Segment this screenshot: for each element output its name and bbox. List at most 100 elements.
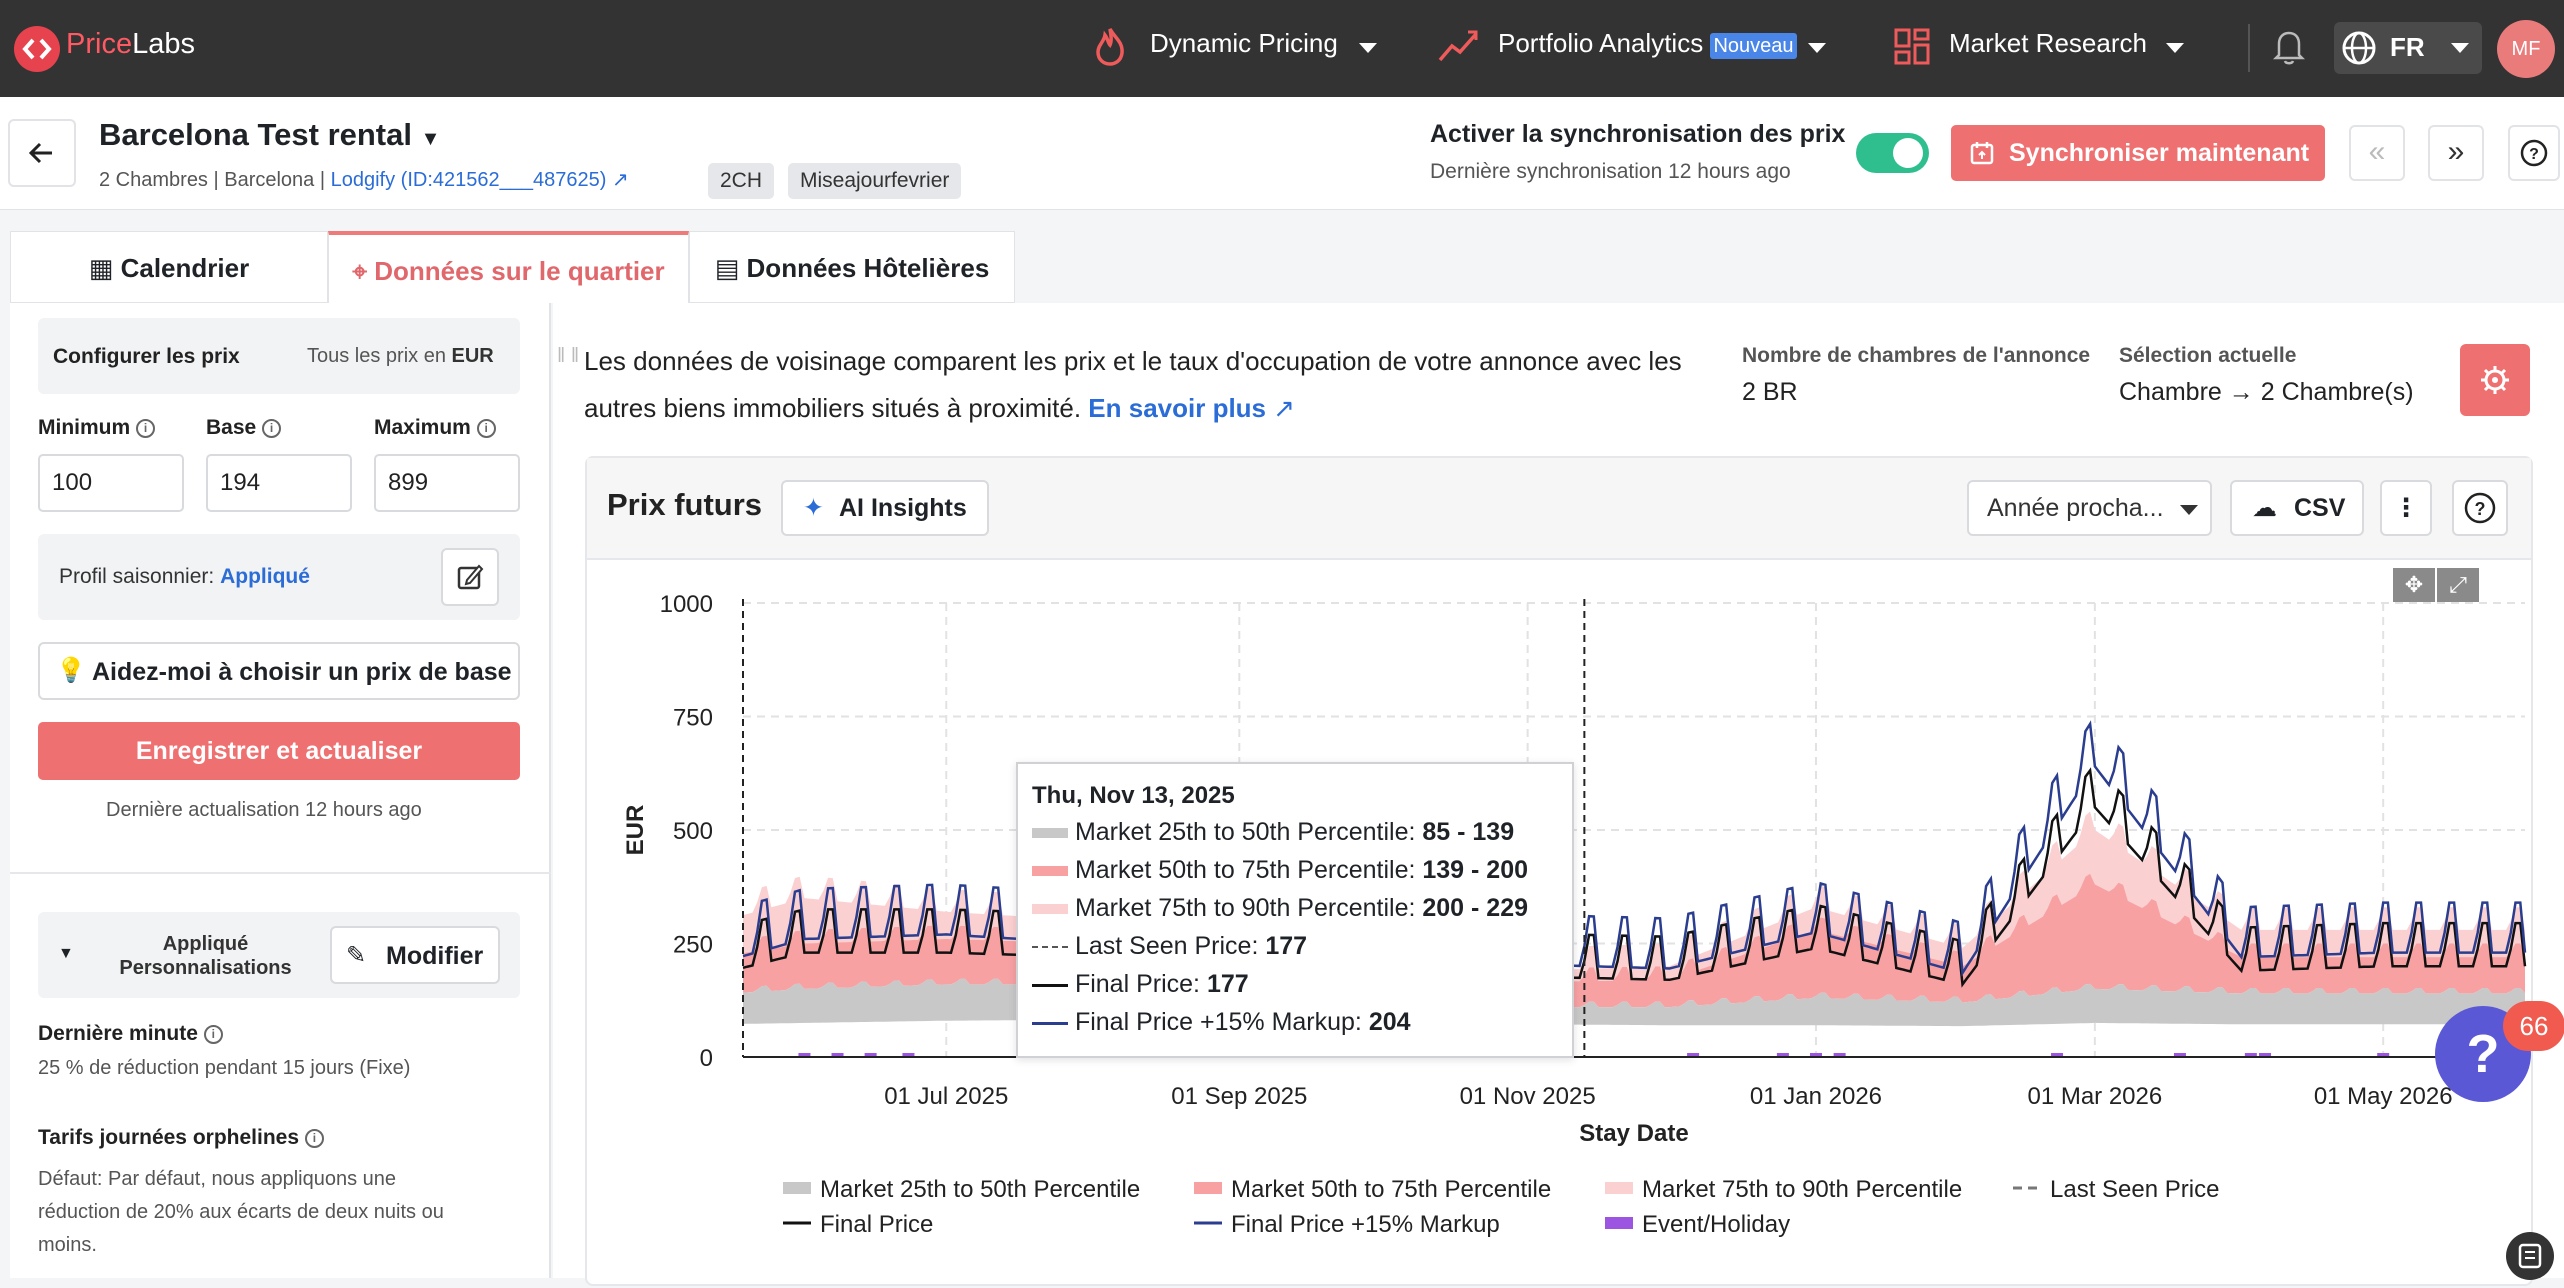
x-axis-label: Stay Date — [1579, 1120, 1688, 1147]
event-marker[interactable] — [902, 1053, 915, 1057]
info-icon[interactable]: i — [304, 1128, 324, 1148]
svg-text:?: ? — [2529, 146, 2539, 163]
feedback-icon[interactable] — [2506, 1232, 2554, 1280]
next-listing-button[interactable]: » — [2428, 125, 2484, 181]
listing-tag[interactable]: 2CH — [708, 163, 775, 199]
avatar[interactable]: MF — [2497, 20, 2555, 78]
orphan-days-title: Tarifs journées orphelines i — [38, 1126, 324, 1150]
settings-button[interactable] — [2460, 344, 2530, 416]
event-marker[interactable] — [2377, 1053, 2390, 1057]
back-button[interactable] — [8, 119, 76, 187]
expand-icon[interactable]: ⤢ — [2449, 572, 2467, 597]
lightbulb-icon: 💡 — [56, 657, 86, 684]
legend-label[interactable]: Market 75th to 90th Percentile — [1642, 1176, 1962, 1203]
event-marker[interactable] — [831, 1053, 844, 1057]
brand-name[interactable]: PriceLabs — [66, 28, 195, 60]
legend-label[interactable]: Final Price +15% Markup — [1231, 1211, 1500, 1238]
period-select[interactable]: Année procha... — [1967, 480, 2212, 536]
tab-neighborhood[interactable]: ⌖ Données sur le quartier — [328, 231, 689, 303]
seasonal-profile-link[interactable]: Appliqué — [220, 565, 310, 588]
y-axis-label: EUR — [622, 805, 649, 856]
legend-label[interactable]: Market 25th to 50th Percentile — [820, 1176, 1140, 1203]
csv-download-button[interactable]: ☁ CSV — [2230, 480, 2364, 536]
legend-label[interactable]: Last Seen Price — [2050, 1176, 2219, 1203]
external-link-icon[interactable]: ↗ — [611, 169, 629, 191]
chart-help-button[interactable]: ? — [2452, 480, 2508, 536]
nav-market-research[interactable]: Market Research — [1949, 28, 2147, 58]
modify-button[interactable]: ✎ Modifier — [330, 926, 500, 984]
y-tick-label: 750 — [673, 705, 713, 732]
external-link-icon[interactable]: ↗ — [1273, 393, 1296, 423]
caret-down-icon[interactable]: ▼ — [58, 945, 74, 962]
bell-icon[interactable] — [2271, 27, 2307, 72]
chart-toolbar: ✥ ⤢ — [2393, 568, 2479, 602]
rooms-count-value: 2 BR — [1742, 378, 1798, 406]
minimum-label: Minimum i — [38, 416, 156, 440]
legend-label[interactable]: Final Price — [820, 1211, 933, 1238]
nav-dynamic-pricing[interactable]: Dynamic Pricing — [1150, 28, 1338, 58]
event-marker[interactable] — [798, 1053, 811, 1057]
event-marker[interactable] — [1687, 1053, 1700, 1057]
info-icon[interactable]: i — [203, 1024, 223, 1044]
listing-source-link[interactable]: Lodgify (ID:421562___487625) — [330, 169, 607, 191]
info-icon[interactable]: i — [476, 418, 496, 438]
chevron-down-icon[interactable] — [1808, 43, 1826, 53]
maximum-price-input[interactable]: 899 — [374, 454, 520, 512]
customizations-label: Appliqué Personnalisations — [119, 933, 292, 979]
event-marker[interactable] — [864, 1053, 877, 1057]
info-icon[interactable]: i — [262, 418, 282, 438]
base-price-input[interactable]: 194 — [206, 454, 352, 512]
neighborhood-description: Les données de voisinage comparent les p… — [584, 346, 1682, 423]
pan-icon[interactable]: ✥ — [2405, 572, 2423, 597]
question-icon: ? — [2520, 139, 2548, 167]
event-marker[interactable] — [2259, 1053, 2272, 1057]
pricelabs-logo-icon[interactable] — [14, 26, 60, 72]
building-icon: ▤ — [714, 253, 740, 283]
help-base-price-button[interactable]: 💡 Aidez-moi à choisir un prix de base — [38, 642, 520, 700]
tooltip-row: Last Seen Price: 177 — [1032, 932, 1307, 961]
event-marker[interactable] — [1776, 1053, 1789, 1057]
toggle-knob — [1893, 138, 1923, 168]
event-marker[interactable] — [2173, 1053, 2186, 1057]
edit-profile-button[interactable] — [441, 548, 499, 606]
nav-portfolio-analytics[interactable]: Portfolio Analytics Nouveau — [1498, 28, 1797, 59]
currency-note: Tous les prix en EUR — [307, 345, 494, 367]
x-tick-label: 01 Sep 2025 — [1171, 1083, 1307, 1110]
chevron-down-icon[interactable] — [2451, 43, 2469, 53]
minimum-price-input[interactable]: 100 — [38, 454, 184, 512]
previous-listing-button[interactable]: « — [2349, 125, 2405, 181]
tooltip-row: Market 75th to 90th Percentile: 200 - 22… — [1032, 894, 1528, 923]
save-refresh-button[interactable]: Enregistrer et actualiser — [38, 722, 520, 780]
sparkle-icon: ✦ — [803, 494, 824, 522]
chevron-down-icon[interactable] — [1359, 43, 1377, 53]
learn-more-link[interactable]: En savoir plus — [1088, 393, 1267, 423]
ai-insights-button[interactable]: ✦ AI Insights — [781, 480, 989, 536]
event-marker[interactable] — [2244, 1053, 2257, 1057]
y-tick-label: 0 — [700, 1045, 713, 1072]
resize-handle-icon[interactable]: ‖ ‖ — [557, 345, 580, 367]
legend-label[interactable]: Event/Holiday — [1642, 1211, 1790, 1238]
tooltip-row: Final Price +15% Markup: 204 — [1032, 1008, 1411, 1037]
x-tick-label: 01 Jul 2025 — [884, 1083, 1008, 1110]
rooms-count-label: Nombre de chambres de l'annonce — [1742, 344, 2091, 367]
event-marker[interactable] — [1833, 1053, 1846, 1057]
sync-now-button[interactable]: Synchroniser maintenant — [1951, 125, 2325, 181]
listing-title[interactable]: Barcelona Test rental ▼ — [99, 117, 441, 152]
arrow-left-icon — [28, 142, 52, 164]
event-marker[interactable] — [2051, 1053, 2064, 1057]
listing-tag[interactable]: Miseajourfevrier — [788, 163, 962, 199]
more-options-button[interactable]: ⋮ — [2380, 480, 2432, 536]
calendar-upload-icon — [1970, 142, 1994, 165]
legend-label[interactable]: Market 50th to 75th Percentile — [1231, 1176, 1551, 1203]
info-icon[interactable]: i — [136, 418, 156, 438]
tab-calendar[interactable]: ▦ Calendrier — [10, 231, 328, 303]
help-button[interactable]: ? — [2508, 125, 2560, 181]
tab-hotel-data[interactable]: ▤ Données Hôtelières — [689, 231, 1015, 303]
legend-swatch — [1605, 1182, 1633, 1194]
event-marker[interactable] — [1809, 1053, 1822, 1057]
question-icon: ? — [2464, 492, 2496, 524]
chevron-down-icon[interactable] — [2166, 43, 2184, 53]
last-refresh-note: Dernière actualisation 12 hours ago — [106, 799, 422, 821]
chart-legend: Market 25th to 50th Percentile Market 50t… — [783, 1176, 2219, 1238]
tooltip-row: Final Price: 177 — [1032, 970, 1249, 999]
